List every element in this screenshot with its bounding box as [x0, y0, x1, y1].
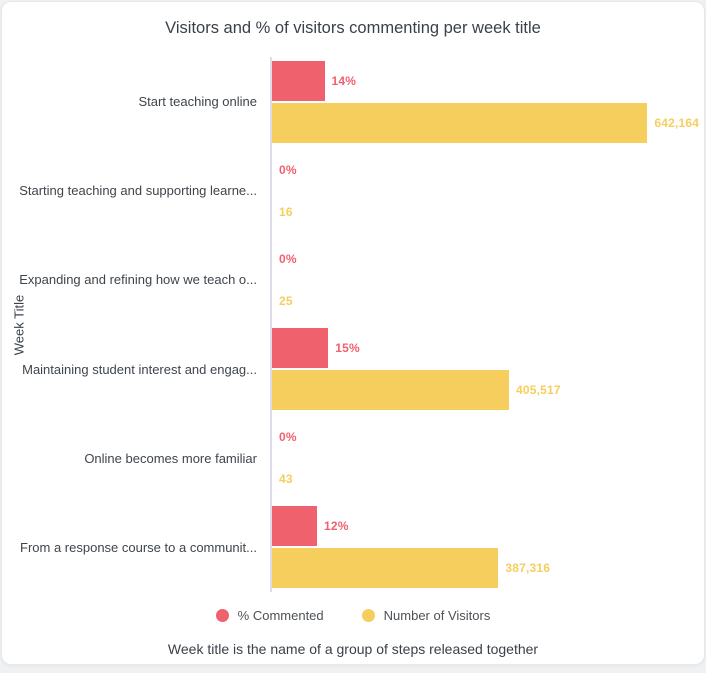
bar-line: 43: [272, 459, 690, 499]
bar-value-label: 387,316: [505, 561, 550, 575]
bar-line: 387,316: [272, 548, 690, 588]
bar-value-label: 14%: [332, 74, 357, 88]
bar-line: 405,517: [272, 370, 690, 410]
plot-cell: 14% 642,164: [270, 57, 704, 146]
bar-value-label: 0%: [279, 252, 297, 266]
legend-dot-icon: [216, 609, 229, 622]
bar-value-label: 15%: [335, 341, 360, 355]
bar-value-label: 405,517: [516, 383, 561, 397]
plot-cell: 0% 25: [270, 235, 704, 324]
bar-commented[interactable]: [272, 328, 328, 368]
bar-line: 0%: [272, 239, 690, 279]
bar-number-of-visitors[interactable]: [272, 103, 647, 143]
bar-value-label: 12%: [324, 519, 349, 533]
chart-title: Visitors and % of visitors commenting pe…: [2, 16, 704, 40]
category-label: Expanding and refining how we teach o...: [2, 235, 270, 324]
chart-footnote: Week title is the name of a group of ste…: [2, 641, 704, 657]
legend-item-number-of-visitors[interactable]: Number of Visitors: [362, 608, 491, 623]
bar-line: 642,164: [272, 103, 690, 143]
bar-number-of-visitors[interactable]: [272, 548, 498, 588]
plot-cell: 0% 16: [270, 146, 704, 235]
bar-commented[interactable]: [272, 61, 325, 101]
bar-line: 0%: [272, 417, 690, 457]
bar-line: 0%: [272, 150, 690, 190]
bar-number-of-visitors[interactable]: [272, 370, 509, 410]
chart-area: Week Title Start teaching online 14% 642,1…: [2, 57, 704, 592]
bar-value-label: 0%: [279, 430, 297, 444]
category-label: Maintaining student interest and engag..…: [2, 325, 270, 414]
legend: % Commented Number of Visitors: [2, 603, 704, 627]
plot-cell: 12% 387,316: [270, 503, 704, 592]
legend-item-commented[interactable]: % Commented: [216, 608, 324, 623]
bar-value-label: 25: [279, 294, 293, 308]
y-axis-title: Week Title: [12, 294, 27, 354]
plot-cell: 0% 43: [270, 414, 704, 503]
plot-cell: 15% 405,517: [270, 325, 704, 414]
bar-line: 15%: [272, 328, 690, 368]
bar-line: 16: [272, 192, 690, 232]
bar-commented[interactable]: [272, 506, 317, 546]
bar-line: 12%: [272, 506, 690, 546]
chart-row: Maintaining student interest and engag..…: [2, 325, 704, 414]
legend-label: Number of Visitors: [384, 608, 491, 623]
chart-row: Starting teaching and supporting learne.…: [2, 146, 704, 235]
bar-value-label: 0%: [279, 163, 297, 177]
bar-line: 25: [272, 281, 690, 321]
chart-row: Expanding and refining how we teach o...…: [2, 235, 704, 324]
category-label: Starting teaching and supporting learne.…: [2, 146, 270, 235]
category-label: Start teaching online: [2, 57, 270, 146]
legend-label: % Commented: [238, 608, 324, 623]
legend-dot-icon: [362, 609, 375, 622]
chart-row: Online becomes more familiar 0% 43: [2, 414, 704, 503]
bar-line: 14%: [272, 61, 690, 101]
category-label: Online becomes more familiar: [2, 414, 270, 503]
chart-row: From a response course to a communit...1…: [2, 503, 704, 592]
bar-value-label: 16: [279, 205, 293, 219]
bar-value-label: 43: [279, 472, 293, 486]
category-label: From a response course to a communit...: [2, 503, 270, 592]
bar-value-label: 642,164: [654, 116, 699, 130]
chart-row: Start teaching online 14% 642,164: [2, 57, 704, 146]
